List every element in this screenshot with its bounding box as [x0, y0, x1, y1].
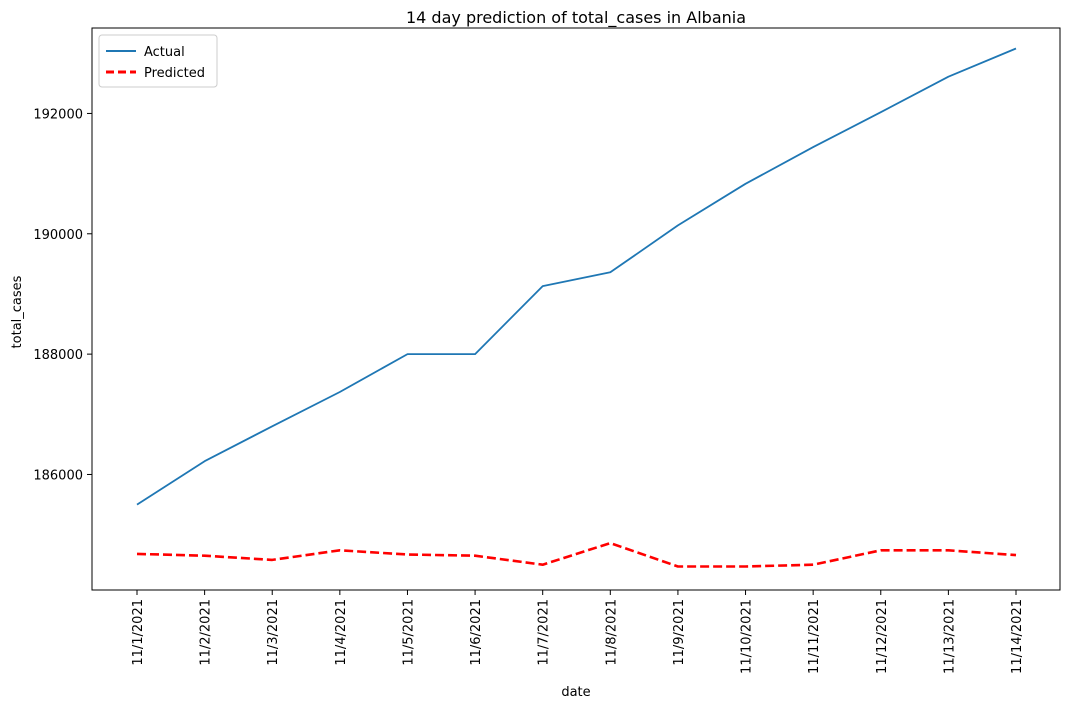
data-point-predicted [879, 548, 883, 552]
data-point-actual [135, 503, 139, 507]
data-point-actual [676, 223, 680, 227]
data-point-predicted [1014, 553, 1018, 557]
data-point-actual [879, 110, 883, 114]
data-point-actual [608, 270, 612, 274]
data-point-predicted [744, 565, 748, 569]
legend: Actual Predicted [98, 34, 218, 88]
data-point-predicted [676, 565, 680, 569]
x-tick-label: 11/11/2021 [807, 599, 822, 674]
data-point-predicted [135, 552, 139, 556]
data-point-actual [203, 459, 207, 463]
x-axis: 11/1/2021 11/2/2021 11/3/2021 11/4/2021 11/5… [131, 590, 1025, 674]
x-tick-label: 11/10/2021 [740, 599, 755, 674]
y-tick-label: 188000 [33, 348, 83, 363]
data-point-predicted [541, 563, 545, 567]
data-point-actual [946, 75, 950, 79]
data-point-predicted [203, 554, 207, 558]
data-point-predicted [608, 541, 612, 545]
series-line-predicted [136, 541, 1017, 568]
x-tick-label: 11/6/2021 [469, 599, 484, 666]
x-tick-label: 11/12/2021 [875, 599, 890, 674]
series-line-actual [136, 47, 1017, 506]
data-point-predicted [338, 548, 342, 552]
y-tick-label: 190000 [33, 228, 83, 243]
x-tick-label: 11/2/2021 [199, 599, 214, 666]
x-axis-label: date [561, 685, 590, 700]
series-layer [135, 46, 1018, 569]
data-point-predicted [946, 548, 950, 552]
legend-label-actual: Actual [144, 45, 185, 60]
legend-label-predicted: Predicted [144, 66, 205, 81]
data-point-actual [270, 424, 274, 428]
chart-title: 14 day prediction of total_cases in Alba… [406, 8, 746, 28]
data-point-predicted [270, 558, 274, 562]
x-tick-label: 11/1/2021 [131, 599, 146, 666]
data-point-actual [338, 390, 342, 394]
x-tick-label: 11/8/2021 [604, 599, 619, 666]
x-tick-label: 11/13/2021 [942, 599, 957, 674]
x-tick-label: 11/14/2021 [1010, 599, 1025, 674]
data-point-actual [744, 182, 748, 186]
x-tick-label: 11/9/2021 [672, 599, 687, 666]
y-axis: 186000 188000 190000 192000 [33, 107, 92, 483]
y-tick-label: 186000 [33, 468, 83, 483]
x-tick-label: 11/7/2021 [537, 599, 552, 666]
plot-area [91, 27, 1061, 591]
data-point-predicted [405, 552, 409, 556]
legend-box [98, 34, 218, 88]
x-tick-label: 11/5/2021 [401, 599, 416, 666]
y-tick-label: 192000 [33, 107, 83, 122]
x-tick-label: 11/3/2021 [266, 599, 281, 666]
y-axis-label: total_cases [10, 275, 25, 348]
data-point-actual [473, 352, 477, 356]
x-tick-label: 11/4/2021 [334, 599, 349, 666]
data-point-predicted [811, 563, 815, 567]
data-point-predicted [473, 554, 477, 558]
data-point-actual [541, 284, 545, 288]
data-point-actual [811, 145, 815, 149]
data-point-actual [1014, 46, 1018, 50]
data-point-actual [405, 352, 409, 356]
